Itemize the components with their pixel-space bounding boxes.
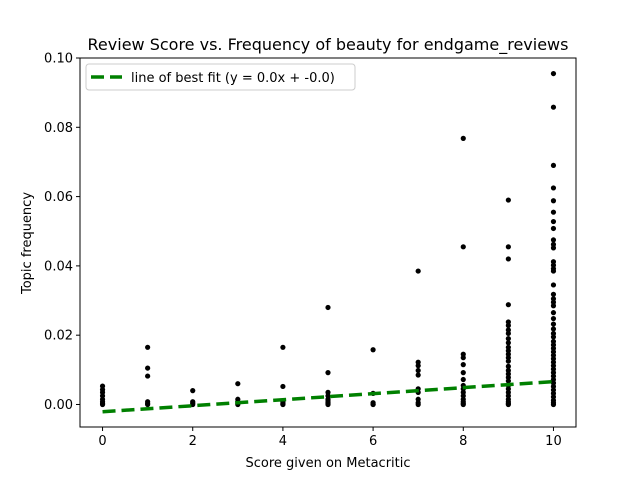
data-point [550,237,557,243]
data-point [505,358,511,364]
data-point [550,268,557,274]
data-point [505,340,511,346]
data-point [550,310,557,316]
data-point [145,373,151,379]
data-point [460,362,466,368]
fit-line-layer [102,379,554,414]
data-point [505,197,511,203]
x-tick-label: 0 [98,434,106,449]
data-point [550,225,557,232]
data-point [505,322,511,329]
data-point [460,135,466,141]
data-point [550,326,557,332]
data-point [550,70,557,77]
data-point [505,244,511,250]
data-point [235,381,241,387]
y-tick-label: 0.06 [44,190,73,205]
data-point [550,198,557,204]
data-point [370,347,376,353]
data-point [550,185,557,191]
data-point [550,245,557,251]
x-tick-label: 4 [279,434,287,449]
data-point [550,218,557,225]
data-point [550,104,557,110]
data-point [550,321,557,327]
data-point [505,256,511,262]
data-point [460,370,466,376]
data-point [325,401,331,408]
data-point [550,401,557,408]
data-point [325,370,331,376]
data-point [550,303,557,309]
x-tick-label: 8 [459,434,467,449]
data-point [505,378,511,384]
data-point [550,282,557,288]
data-point [415,268,421,274]
data-point [280,383,286,390]
data-point [505,336,511,342]
legend: line of best fit (y = 0.0x + -0.0) [85,63,356,91]
y-tick-label: 0.10 [44,52,73,67]
data-point [550,162,557,169]
data-point [280,401,286,408]
x-axis-label: Score given on Metacritic [245,456,410,471]
data-point [415,372,421,378]
y-tick-label: 0.04 [44,259,73,274]
data-point [370,401,376,408]
x-axis-ticks: 0 2 4 6 8 10 [98,427,562,449]
axes-frame [79,57,577,428]
data-point [505,330,511,337]
data-point [415,367,421,374]
data-point [190,401,196,408]
data-point [145,365,151,371]
x-tick-label: 10 [545,434,562,449]
data-points [99,70,557,408]
data-point [550,334,557,340]
y-tick-label: 0.00 [44,398,73,413]
data-point [460,401,466,408]
data-point [550,291,557,297]
data-point [145,344,151,350]
data-point [145,401,151,408]
best-fit-line [102,379,554,414]
data-point [99,401,106,408]
y-axis-label: Topic frequency [20,192,35,295]
data-point [190,388,196,394]
data-point [550,209,557,215]
data-point [550,315,557,322]
data-point [505,302,511,308]
data-point [505,401,511,408]
data-point [325,304,331,311]
x-tick-label: 2 [189,434,197,449]
x-tick-label: 6 [369,434,377,449]
legend-box [85,63,356,91]
data-point [505,363,511,369]
chart-title: Review Score vs. Frequency of beauty for… [88,35,569,55]
plot-area [79,57,577,428]
y-axis-ticks: 0.00 0.02 0.04 0.06 0.08 0.10 [44,52,80,413]
y-tick-label: 0.02 [44,329,73,344]
data-point [460,355,466,361]
data-point [415,363,421,369]
data-point [415,401,421,408]
legend-label-fit-line: line of best fit (y = 0.0x + -0.0) [131,71,335,86]
y-tick-label: 0.08 [44,121,73,136]
data-point [460,244,466,250]
data-point [280,344,286,350]
data-point [460,376,466,383]
